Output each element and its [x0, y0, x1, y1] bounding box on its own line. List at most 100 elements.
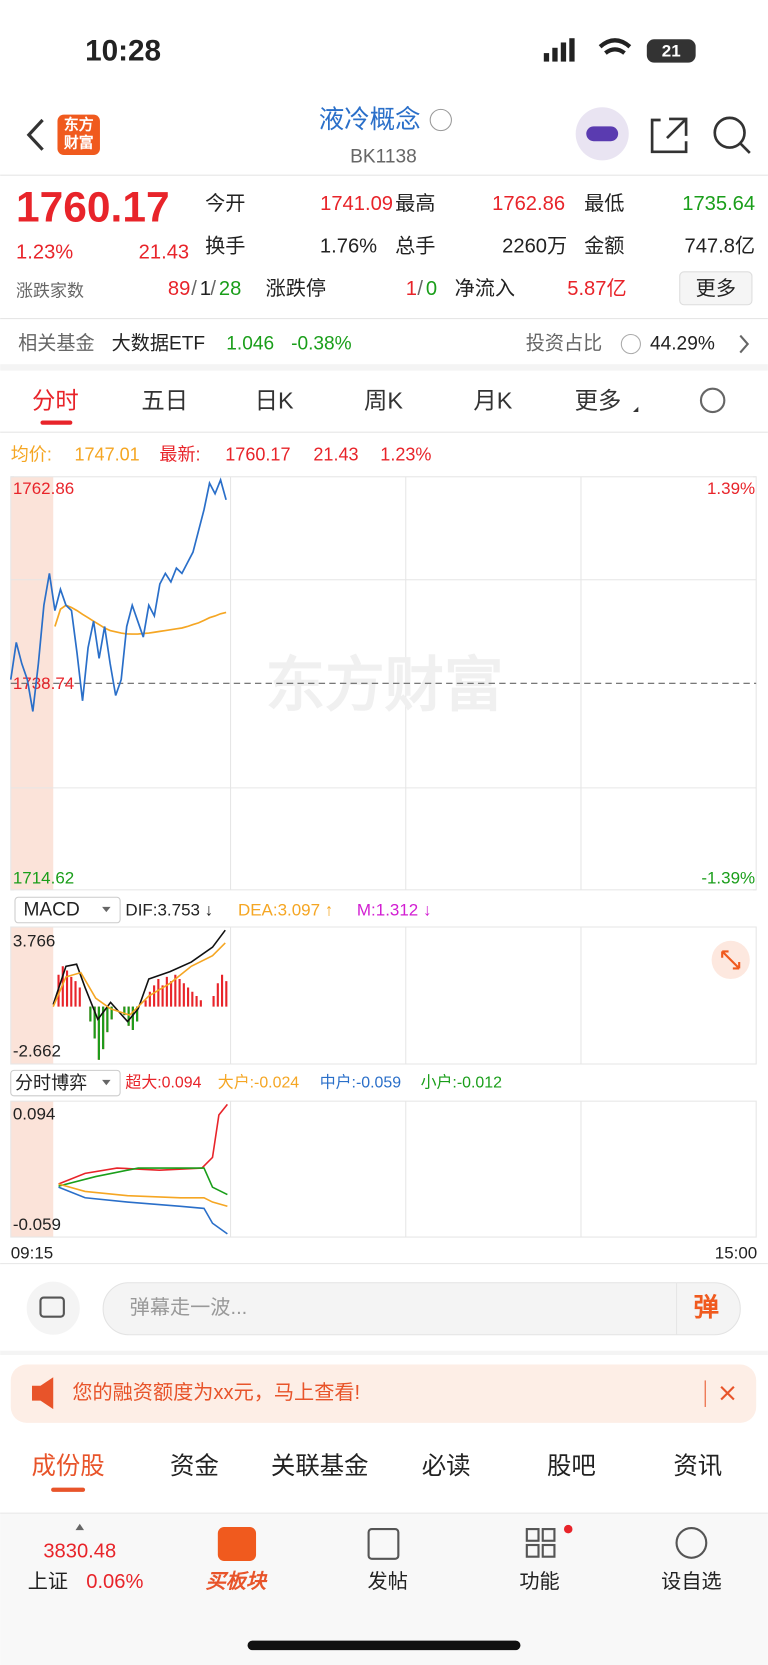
- logo: [57, 114, 100, 156]
- dea: DEA:3.097 ↑: [238, 901, 333, 920]
- large-line: [58, 1183, 228, 1208]
- limit-up: 1: [406, 278, 417, 300]
- nav-item[interactable]: 功能: [519, 1570, 559, 1593]
- sep: /: [210, 278, 216, 300]
- index-arrow: [75, 1523, 85, 1531]
- dropdown: [102, 1079, 111, 1086]
- flow-selector[interactable]: [10, 1069, 121, 1097]
- label: 涨跌停: [266, 277, 326, 300]
- comment-input[interactable]: [102, 1282, 741, 1336]
- tab[interactable]: 分时: [32, 387, 79, 413]
- label: 总手: [395, 234, 435, 257]
- value: 2260万: [502, 235, 567, 257]
- banner[interactable]: [10, 1364, 757, 1423]
- fund-price: 1.046: [226, 334, 274, 355]
- time-start: 09:15: [11, 1243, 53, 1262]
- share[interactable]: [650, 117, 688, 154]
- medium-line: [58, 1186, 228, 1235]
- more-button[interactable]: [679, 271, 753, 306]
- macd-selector[interactable]: [14, 896, 121, 924]
- tab[interactable]: 周K: [364, 387, 403, 413]
- tab[interactable]: 更多: [575, 387, 622, 413]
- nav-item[interactable]: 买板块: [206, 1570, 268, 1593]
- label: 金额: [584, 234, 624, 257]
- small: 小户:-0.012: [421, 1074, 502, 1092]
- label: 净流入: [455, 277, 515, 300]
- tab[interactable]: 月K: [473, 387, 512, 413]
- more-label: 更多: [696, 277, 736, 300]
- bottom-tab[interactable]: 关联基金: [271, 1453, 369, 1480]
- search-handle: [739, 142, 751, 154]
- tab-indicator: [51, 1487, 86, 1492]
- ratio-label: 投资占比: [526, 333, 602, 355]
- placeholder: 弹幕走一波...: [130, 1296, 248, 1319]
- logo-text: 东方: [64, 115, 94, 133]
- y-tick-label: 1738.74: [13, 674, 74, 693]
- bottom-tab[interactable]: 成份股: [31, 1453, 104, 1480]
- value: 1762.86: [492, 193, 565, 215]
- label: 涨跌家数: [16, 281, 84, 300]
- label: 换手: [205, 234, 245, 257]
- value: 5.87亿: [567, 277, 626, 300]
- comment-glyph: [39, 1296, 65, 1318]
- tab[interactable]: 日K: [255, 387, 294, 413]
- board-icon: [217, 1526, 257, 1561]
- dropdown: [633, 406, 639, 413]
- bottom-tab[interactable]: 股吧: [547, 1453, 596, 1480]
- battery: [646, 39, 696, 63]
- flow-max: 0.094: [13, 1104, 55, 1123]
- help-icon[interactable]: [620, 333, 641, 355]
- search[interactable]: [713, 116, 746, 149]
- super-line: [58, 1103, 228, 1185]
- macd-frame: [10, 926, 757, 1065]
- nav-item[interactable]: 发帖: [368, 1570, 408, 1593]
- bottom-tab[interactable]: 资讯: [673, 1453, 722, 1480]
- macd-bars: [57, 966, 228, 1060]
- battery-level: 21: [662, 41, 681, 60]
- badge: [563, 1524, 573, 1534]
- m: M:1.312 ↓: [357, 901, 432, 920]
- nav-item[interactable]: 设自选: [661, 1570, 721, 1593]
- dif-line: [52, 929, 226, 1023]
- y2-tick-label: 1.39%: [707, 479, 755, 498]
- avg: 1747.01: [74, 444, 139, 464]
- fund-name[interactable]: 大数据ETF: [112, 333, 205, 355]
- watch-icon: [675, 1526, 708, 1559]
- tab-indicator: [40, 420, 73, 425]
- avatar-face: [586, 126, 619, 142]
- flow-selector-label: 分时博弈: [15, 1073, 87, 1093]
- chevron: [739, 334, 750, 354]
- super: 超大:0.094: [125, 1074, 201, 1092]
- label: 最高: [395, 192, 435, 215]
- index-value[interactable]: 3830.48: [43, 1540, 116, 1562]
- back[interactable]: [26, 118, 44, 151]
- signal: [543, 38, 575, 62]
- price-line: [9, 477, 227, 712]
- flat-count: 1: [200, 278, 211, 300]
- small-line: [58, 1167, 228, 1196]
- dea-line: [52, 942, 226, 1017]
- sep: /: [417, 278, 423, 300]
- bottom-tab[interactable]: 资金: [170, 1453, 219, 1480]
- close[interactable]: [720, 1386, 735, 1401]
- comment-icon[interactable]: [26, 1281, 80, 1335]
- label: 最低: [584, 192, 624, 215]
- value: 747.8亿: [685, 234, 756, 257]
- flow-frame: [10, 1100, 757, 1238]
- index-name: 上证: [28, 1570, 68, 1593]
- limit-down: 0: [426, 278, 437, 300]
- macd-min: -2.662: [13, 1042, 61, 1061]
- auction-shade: [10, 927, 54, 1064]
- danmaku-button[interactable]: 弹: [694, 1294, 719, 1322]
- change: 21.43: [313, 444, 358, 464]
- bottom-tab[interactable]: 必读: [422, 1453, 471, 1480]
- info-icon[interactable]: [429, 108, 452, 132]
- settings[interactable]: [699, 387, 726, 414]
- value: 1735.64: [682, 193, 755, 215]
- time: 10:28: [85, 34, 161, 67]
- wifi: [598, 38, 632, 55]
- tab[interactable]: 五日: [141, 387, 188, 413]
- ratio: 44.29%: [650, 334, 715, 355]
- megaphone: [31, 1377, 54, 1410]
